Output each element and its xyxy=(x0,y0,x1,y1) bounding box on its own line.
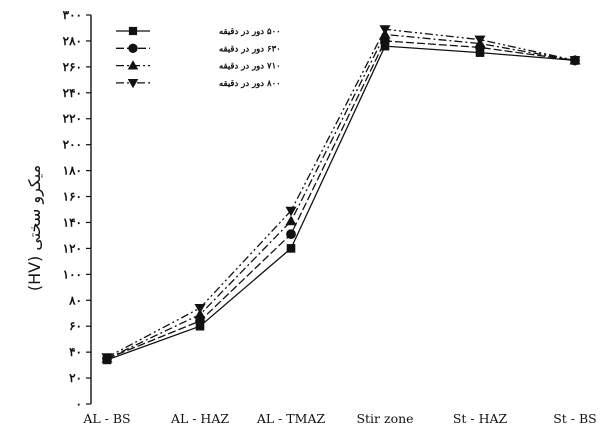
y-tick-label: ۱۰۰ xyxy=(63,267,82,281)
y-tick-label: ۲۰ xyxy=(69,371,82,385)
y-tick-label: ۴۰ xyxy=(69,345,82,359)
y-tick-label: ۲۰۰ xyxy=(63,138,82,152)
y-tick-label: ۱۲۰ xyxy=(63,241,82,255)
y-axis-label: میکرو سختی (HV) xyxy=(25,165,45,291)
data-point-triangle-down xyxy=(194,303,206,314)
series-3 xyxy=(101,28,581,363)
x-tick-label: AL - TMAZ xyxy=(256,411,326,426)
x-tick-label: St - HAZ xyxy=(453,411,508,426)
x-tick-label: St - BS xyxy=(553,411,597,426)
x-tick-label: AL - BS xyxy=(82,411,130,426)
legend-item: ۵۰۰ دور در دقیقه xyxy=(116,26,281,37)
legend-item: ۸۰۰ دور در دقیقه xyxy=(116,79,281,89)
series-line xyxy=(106,33,576,360)
x-ticks: AL - BS AL - HAZ AL - TMAZ Stir zone St - HA… xyxy=(82,411,596,426)
y-tick-label: ۳۰۰ xyxy=(63,8,82,22)
series-line xyxy=(106,45,576,361)
data-point-triangle-up xyxy=(285,215,297,226)
series-line xyxy=(106,28,576,358)
data-point-triangle-down xyxy=(127,79,139,89)
y-tick-label: ۲۴۰ xyxy=(63,86,82,100)
data-point-triangle-up xyxy=(194,308,206,319)
series-2 xyxy=(102,36,580,364)
series-4 xyxy=(101,25,581,363)
data-point-square xyxy=(128,26,138,36)
y-tick-label: ۰ xyxy=(76,397,82,411)
data-point-triangle-down xyxy=(569,56,581,66)
legend-label: ۶۳۰ دور در دقیقه xyxy=(219,44,281,54)
legend-label: ۸۰۰ دور در دقیقه xyxy=(219,79,281,89)
data-point-triangle-down xyxy=(379,25,391,35)
y-tick-label: ۲۶۰ xyxy=(63,60,82,74)
y-tick-label: ۶۰ xyxy=(69,319,82,333)
series-1 xyxy=(102,41,580,365)
legend-item: ۷۱۰ دور در دقیقه xyxy=(116,60,281,72)
data-point-triangle-down xyxy=(101,353,113,363)
y-tick-label: ۲۲۰ xyxy=(63,112,82,126)
data-point-triangle-up xyxy=(127,60,139,70)
data-point-circle xyxy=(286,229,296,240)
y-tick-label: ۱۸۰ xyxy=(63,164,82,178)
legend-label: ۷۱۰ دور در دقیقه xyxy=(219,62,281,72)
series-line xyxy=(106,40,576,360)
legend: ۵۰۰ دور در دقیقه ۶۳۰ دور در دقیقه ۷۱۰ دور … xyxy=(116,26,281,89)
y-tick-label: ۲۸۰ xyxy=(63,34,82,48)
legend-label: ۵۰۰ دور در دقیقه xyxy=(219,27,281,37)
x-tick-label: Stir zone xyxy=(356,411,413,426)
y-tick-label: ۸۰ xyxy=(68,293,82,307)
y-ticks: ۰ ۲۰ ۴۰ ۶۰ ۸۰ ۱۰۰ ۱۲۰ ۱۴۰ ۱۶۰ ۱۸۰ ۲۰۰ ۲۲۰ ۲۴۰ ۲۶۰ ۲۸۰ ۳… xyxy=(63,8,91,411)
series-group xyxy=(101,25,581,365)
legend-item: ۶۳۰ دور در دقیقه xyxy=(116,43,281,54)
y-tick-label: ۱۶۰ xyxy=(63,190,82,204)
y-tick-label: ۱۴۰ xyxy=(63,215,82,229)
data-point-triangle-down xyxy=(474,35,486,46)
data-point-triangle-down xyxy=(285,206,297,217)
data-point-square xyxy=(286,244,296,253)
data-point-circle xyxy=(128,43,138,53)
x-tick-label: AL - HAZ xyxy=(170,411,229,426)
